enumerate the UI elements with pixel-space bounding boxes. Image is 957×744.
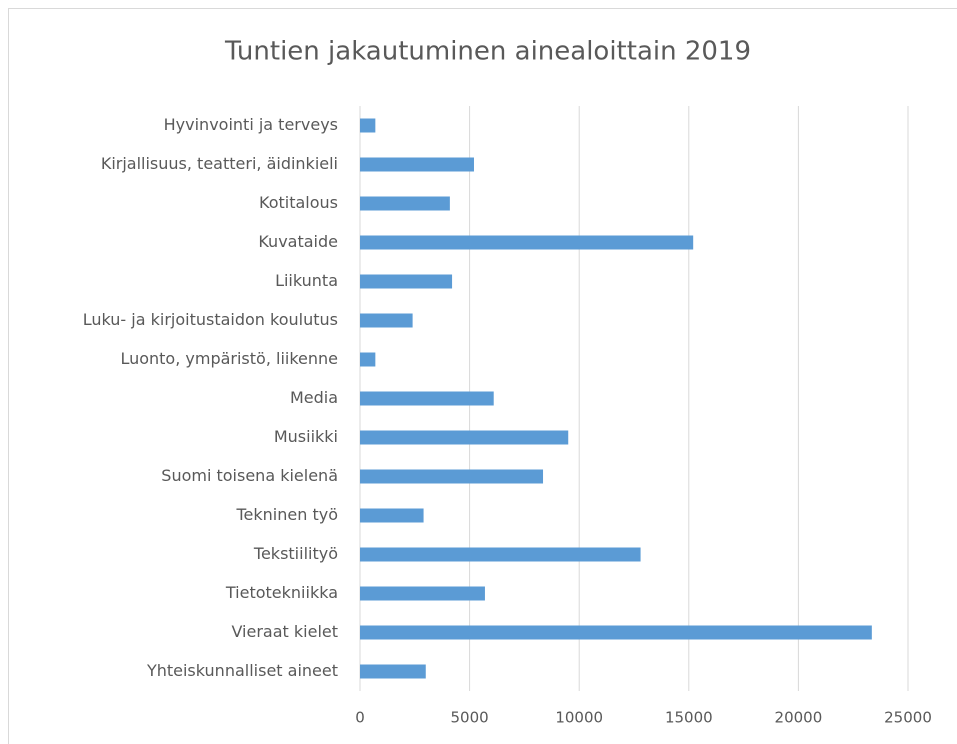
bar <box>360 274 453 289</box>
y-tick-label: Kirjallisuus, teatteri, äidinkieli <box>101 154 338 173</box>
bar <box>360 391 494 406</box>
y-tick-label: Yhteiskunnalliset aineet <box>146 661 338 680</box>
bar <box>360 118 376 133</box>
bar <box>360 547 641 562</box>
x-tick-label: 0 <box>355 709 365 727</box>
x-tick-label: 20000 <box>775 709 823 727</box>
y-tick-label: Kotitalous <box>259 193 338 212</box>
y-tick-label: Tietotekniikka <box>225 583 338 602</box>
x-tick-label: 5000 <box>451 709 489 727</box>
bar <box>360 157 474 172</box>
bar <box>360 586 485 601</box>
x-tick-label: 10000 <box>555 709 603 727</box>
y-tick-label: Musiikki <box>274 427 338 446</box>
y-tick-label: Luonto, ympäristö, liikenne <box>120 349 338 368</box>
bar <box>360 625 872 640</box>
y-tick-label: Vieraat kielet <box>231 622 338 641</box>
y-tick-label: Suomi toisena kielenä <box>161 466 338 485</box>
y-tick-label: Tekstiilityö <box>253 544 338 563</box>
x-tick-label: 25000 <box>884 709 932 727</box>
y-tick-label: Hyvinvointi ja terveys <box>164 115 338 134</box>
y-tick-label: Media <box>290 388 338 407</box>
bar <box>360 508 424 523</box>
x-tick-label: 15000 <box>665 709 713 727</box>
bar <box>360 235 694 250</box>
bar <box>360 196 450 211</box>
y-tick-label: Kuvataide <box>258 232 338 251</box>
y-tick-label: Liikunta <box>275 271 338 290</box>
bar <box>360 352 376 367</box>
bar <box>360 664 426 679</box>
chart-title: Tuntien jakautuminen ainealoittain 2019 <box>224 37 751 67</box>
bar <box>360 313 413 328</box>
bar <box>360 430 569 445</box>
bar <box>360 469 544 484</box>
chart-border <box>8 8 957 744</box>
y-tick-label: Tekninen työ <box>236 505 339 524</box>
y-tick-label: Luku- ja kirjoitustaidon koulutus <box>83 310 338 329</box>
